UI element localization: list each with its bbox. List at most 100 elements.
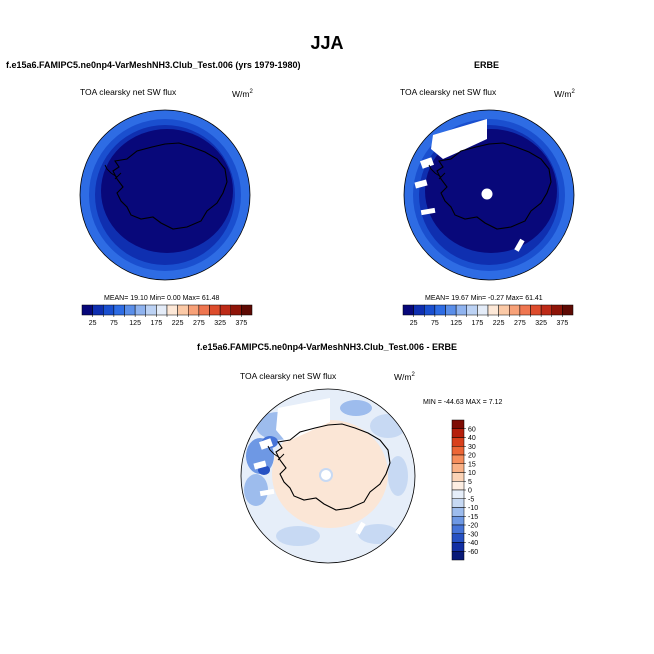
diff-colorbar-swatch [451, 489, 465, 499]
model-panel-title: f.e15a6.FAMIPC5.ne0np4-VarMeshNH3.Club_T… [6, 60, 301, 70]
obs-colorbar-swatch [445, 304, 457, 316]
obs-colorbar-swatch [487, 304, 499, 316]
obs-missing-data-block [431, 119, 487, 159]
diff-colorbar-swatch [451, 472, 465, 482]
diff-colorbar-swatch [451, 454, 465, 464]
diff-colorbar-label: 40 [468, 435, 476, 442]
model-colorbar-swatch [209, 304, 221, 316]
obs-colorbar-swatch [477, 304, 489, 316]
main-title: JJA [310, 33, 344, 53]
diff-map [240, 388, 416, 564]
diff-missing-data-strip [259, 488, 275, 497]
obs-colorbar-label: 75 [431, 320, 439, 327]
model-colorbar-swatch [113, 304, 125, 316]
obs-missing-data-strip [419, 157, 435, 169]
obs-colorbar-swatch [455, 304, 467, 316]
diff-anomaly-patch [276, 526, 320, 546]
diff-colorbar-label: -60 [468, 549, 478, 556]
diff-units-label: W/m2 [394, 372, 415, 382]
diff-colorbar-label: -40 [468, 540, 478, 547]
model-colorbar-label: 125 [129, 320, 141, 327]
model-colorbar-swatch [134, 304, 146, 316]
model-stats: MEAN= 19.10 Min= 0.00 Max= 61.48 [104, 295, 220, 302]
model-colorbar-swatch [92, 304, 104, 316]
obs-colorbar: 25 75 125 175 225 275 325 375 [402, 304, 574, 327]
diff-anomaly-patch [370, 414, 406, 438]
obs-colorbar-label: 25 [410, 320, 418, 327]
diff-colorbar-label: 10 [468, 470, 476, 477]
model-colorbar-swatch [219, 304, 231, 316]
obs-colorbar-swatch [498, 304, 510, 316]
model-antarctica-outline [112, 142, 228, 230]
obs-colorbar-swatch [402, 304, 414, 316]
diff-panel-title: f.e15a6.FAMIPC5.ne0np4-VarMeshNH3.Club_T… [197, 342, 457, 352]
diff-stats: MIN = -44.63 MAX = 7.12 [423, 399, 503, 406]
obs-colorbar-swatch [530, 304, 542, 316]
obs-colorbar-swatch [562, 304, 574, 316]
obs-missing-data-strip [438, 136, 450, 148]
diff-colorbar-swatch [451, 551, 465, 561]
model-colorbar-swatch [177, 304, 189, 316]
obs-colorbar-swatch [509, 304, 521, 316]
diff-colorbar-swatch [451, 428, 465, 438]
obs-missing-data-strip [514, 238, 525, 252]
obs-missing-data-strip [420, 207, 436, 216]
obs-colorbar-label: 225 [493, 320, 505, 327]
diff-colorbar-swatch [451, 463, 465, 473]
obs-map-border [403, 109, 575, 281]
obs-variable-label: TOA clearsky net SW flux [400, 87, 497, 97]
model-map-polar-core [101, 129, 233, 253]
obs-colorbar-swatch [551, 304, 563, 316]
obs-colorbar-label: 275 [514, 320, 526, 327]
diff-colorbar-swatch [451, 419, 465, 429]
diff-peninsula-outline [267, 445, 285, 461]
model-colorbar-label: 175 [151, 320, 163, 327]
diff-colorbar-label: -5 [468, 496, 474, 503]
obs-peninsula-outline [428, 164, 446, 180]
diff-missing-data-strip [355, 521, 366, 535]
model-colorbar-swatch [81, 304, 93, 316]
diff-colorbar-label: -30 [468, 531, 478, 538]
model-variable-label: TOA clearsky net SW flux [80, 87, 177, 97]
model-map-border [79, 109, 251, 281]
obs-colorbar-swatch [519, 304, 531, 316]
diff-variable-label: TOA clearsky net SW flux [240, 371, 337, 381]
diff-anomaly-patch [340, 400, 372, 416]
diff-colorbar-label: 15 [468, 461, 476, 468]
diff-missing-data-strip [253, 460, 267, 470]
obs-pole-hole [481, 188, 493, 200]
model-colorbar-swatch [124, 304, 136, 316]
model-colorbar-label: 75 [110, 320, 118, 327]
obs-map [403, 109, 575, 281]
diff-colorbar-swatch [451, 437, 465, 447]
diff-missing-data-strip [258, 438, 274, 450]
obs-colorbar-label: 325 [535, 320, 547, 327]
model-colorbar-label: 225 [172, 320, 184, 327]
diff-colorbar-label: 5 [468, 479, 472, 486]
obs-colorbar-label: 125 [450, 320, 462, 327]
model-peninsula-outline [104, 164, 122, 180]
model-units-label: W/m2 [232, 89, 253, 99]
diff-anomaly-patch [244, 474, 268, 506]
model-colorbar-label: 375 [236, 320, 248, 327]
diff-colorbar-label: 0 [468, 488, 472, 495]
diff-colorbar-swatch [451, 524, 465, 534]
model-colorbar-swatch [166, 304, 178, 316]
diff-colorbar-label: 30 [468, 444, 476, 451]
diff-colorbar-swatch [451, 481, 465, 491]
diff-colorbar-label: 60 [468, 426, 476, 433]
model-colorbar-swatch [145, 304, 157, 316]
obs-colorbar-swatch [540, 304, 552, 316]
obs-colorbar-swatch [466, 304, 478, 316]
model-colorbar-swatch [103, 304, 115, 316]
diff-colorbar-label: -15 [468, 514, 478, 521]
diff-colorbar-swatch [451, 542, 465, 552]
diff-colorbar-label: -20 [468, 523, 478, 530]
obs-panel-title: ERBE [474, 60, 500, 70]
diff-pole-hole-center [321, 470, 331, 480]
diff-map-border [240, 388, 416, 564]
model-colorbar-swatch [188, 304, 200, 316]
model-colorbar-label: 25 [89, 320, 97, 327]
